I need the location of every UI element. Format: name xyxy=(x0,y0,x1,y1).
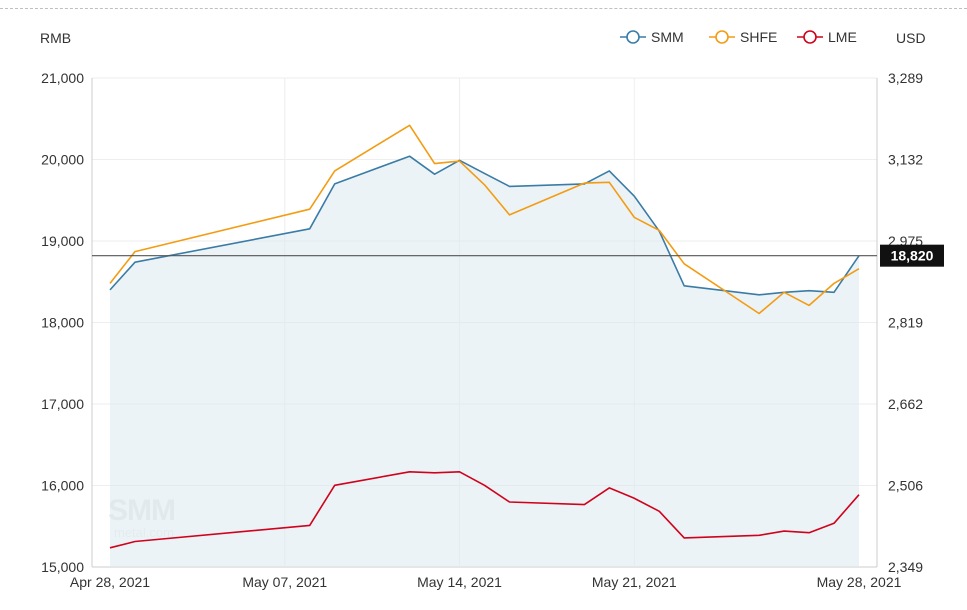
current-price-tag-bg xyxy=(880,244,944,267)
smm-legend-label: SMM xyxy=(651,29,684,45)
right-tick-label: 2,349 xyxy=(888,559,923,575)
right-tick-label: 2,506 xyxy=(888,478,923,494)
lme-legend-label: LME xyxy=(828,29,857,45)
smm-legend-marker xyxy=(626,30,640,44)
right-axis-label: USD xyxy=(896,30,926,46)
left-tick-label: 19,000 xyxy=(41,233,84,249)
left-tick-label: 16,000 xyxy=(41,478,84,494)
smm-area xyxy=(110,156,859,567)
top-divider xyxy=(0,8,967,9)
left-tick-label: 21,000 xyxy=(41,70,84,86)
current-price-tag: 18,820 xyxy=(92,244,944,267)
shfe-legend-label: SHFE xyxy=(740,29,777,45)
x-tick-label: May 21, 2021 xyxy=(592,574,677,590)
shfe-line xyxy=(109,124,860,315)
left-tick-label: 20,000 xyxy=(41,152,84,168)
left-tick-label: 15,000 xyxy=(41,559,84,575)
right-tick-label: 3,289 xyxy=(888,70,923,86)
left-axis-label: RMB xyxy=(40,30,71,46)
x-tick-label: Apr 28, 2021 xyxy=(70,574,150,590)
left-tick-label: 18,000 xyxy=(41,315,84,331)
x-tick-label: May 14, 2021 xyxy=(417,574,502,590)
legend: SMM SHFE LME xyxy=(620,29,857,45)
shfe-legend-marker xyxy=(715,30,729,44)
right-tick-label: 2,662 xyxy=(888,396,923,412)
right-tick-label: 3,132 xyxy=(888,152,923,168)
series-layer xyxy=(109,124,860,567)
lme-legend-marker xyxy=(803,30,817,44)
x-tick-label: May 28, 2021 xyxy=(817,574,902,590)
left-tick-label: 17,000 xyxy=(41,396,84,412)
x-tick-label: May 07, 2021 xyxy=(242,574,327,590)
right-tick-label: 2,819 xyxy=(888,315,923,331)
current-price-label: 18,820 xyxy=(891,248,934,264)
